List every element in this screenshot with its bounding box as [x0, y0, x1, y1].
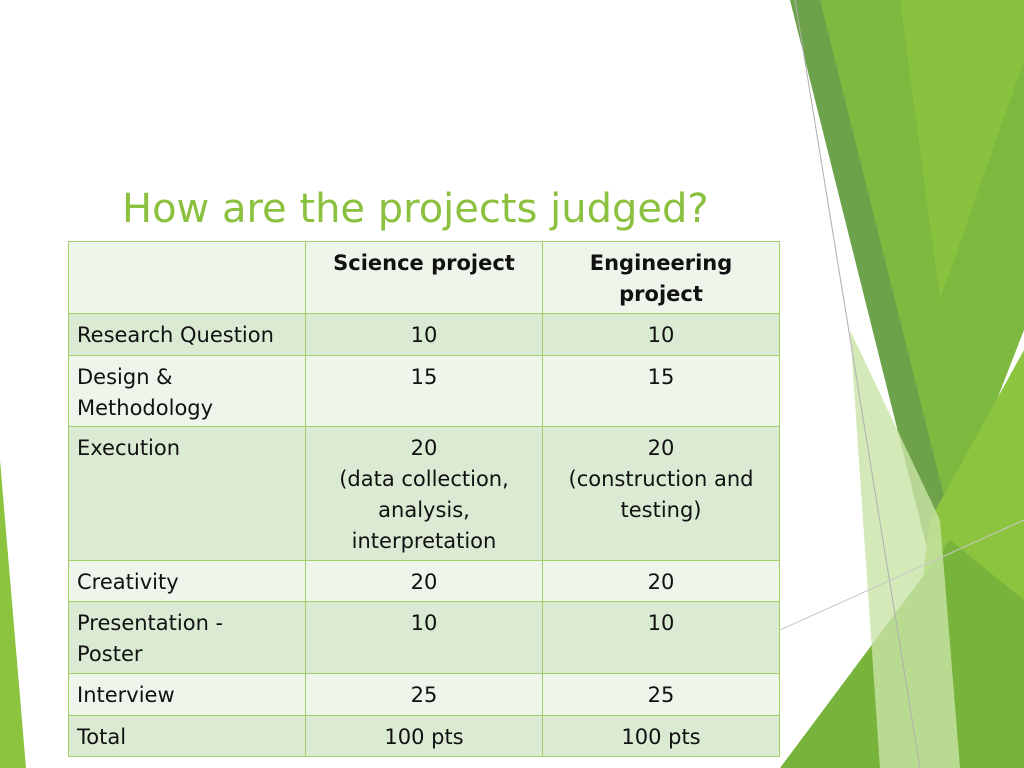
- cell: 10: [305, 313, 543, 356]
- judging-table: Science project Engineering project Resea…: [68, 241, 780, 757]
- table-row: Execution 20 (data collection, analysis, …: [68, 426, 780, 561]
- row-label: Total: [68, 715, 306, 757]
- row-label: Creativity: [68, 560, 306, 602]
- row-label: Research Question: [68, 313, 306, 356]
- table-row: Design & Methodology 15 15: [68, 355, 780, 427]
- row-label: Presentation - Poster: [68, 601, 306, 674]
- shape: [850, 330, 960, 768]
- table-row: Presentation - Poster 10 10: [68, 601, 780, 674]
- cell: 25: [542, 673, 780, 716]
- header-cell: Engineering project: [542, 241, 780, 314]
- shape: [900, 0, 1024, 300]
- shape: [790, 0, 960, 600]
- cell: 15: [305, 355, 543, 427]
- header-row: Science project Engineering project: [68, 241, 780, 314]
- table-row: Interview 25 25: [68, 673, 780, 716]
- shape: [0, 460, 26, 768]
- row-label: Interview: [68, 673, 306, 716]
- row-label: Execution: [68, 426, 306, 561]
- table-row: Research Question 10 10: [68, 313, 780, 356]
- table-row: Creativity 20 20: [68, 560, 780, 602]
- cell: 100 pts: [542, 715, 780, 757]
- cell: 10: [542, 313, 780, 356]
- cell: 20: [542, 560, 780, 602]
- header-cell: [68, 241, 306, 314]
- cell: 20: [305, 560, 543, 602]
- table-row: Total 100 pts 100 pts: [68, 715, 780, 757]
- cell: 100 pts: [305, 715, 543, 757]
- line: [794, 0, 921, 768]
- row-label: Design & Methodology: [68, 355, 306, 427]
- cell: 15: [542, 355, 780, 427]
- line: [779, 519, 1024, 631]
- cell: 20 (data collection, analysis, interpret…: [305, 426, 543, 561]
- cell: 20 (construction and testing): [542, 426, 780, 561]
- slide-title: How are the projects judged?: [122, 186, 709, 232]
- cell: 10: [542, 601, 780, 674]
- cell: 25: [305, 673, 543, 716]
- cell: 10: [305, 601, 543, 674]
- header-cell: Science project: [305, 241, 543, 314]
